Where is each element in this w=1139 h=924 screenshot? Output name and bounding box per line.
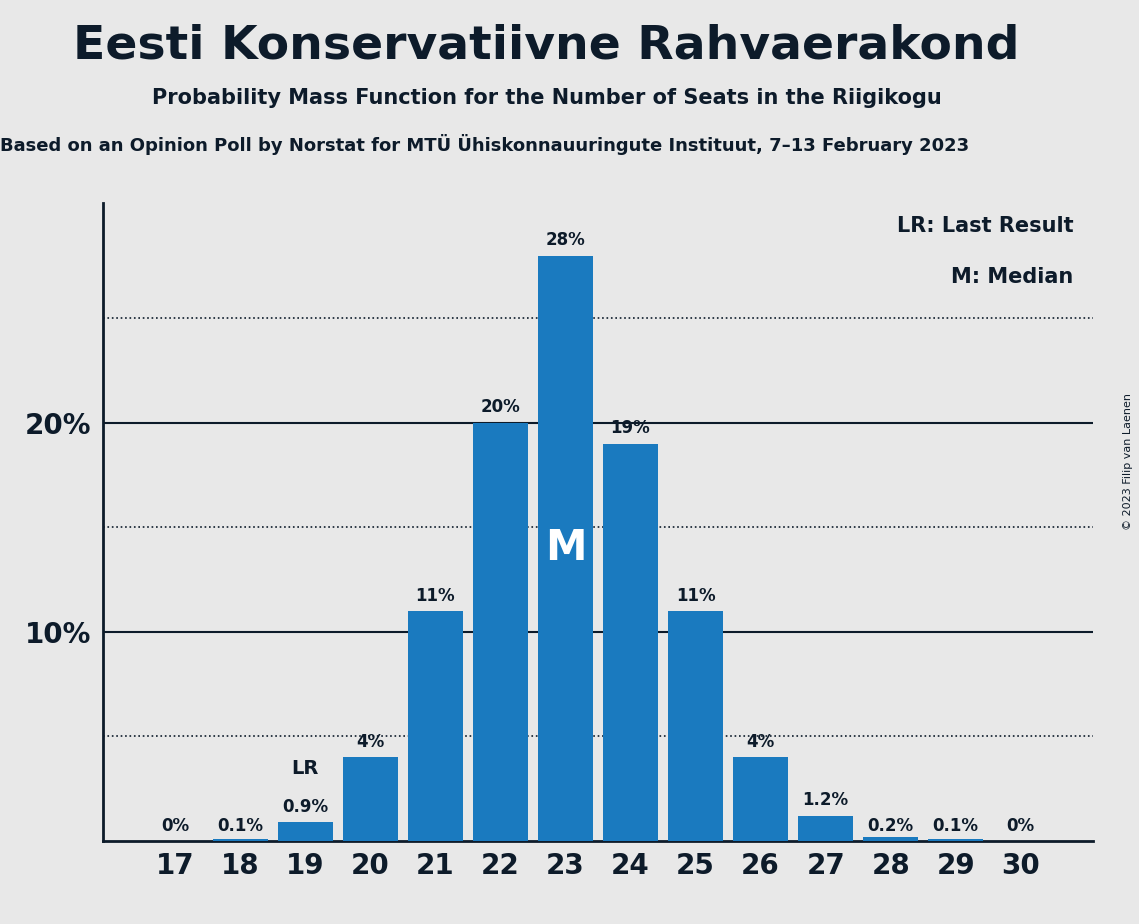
Bar [732, 758, 788, 841]
Text: 11%: 11% [416, 587, 456, 604]
Bar [343, 758, 398, 841]
Bar [408, 611, 464, 841]
Text: 0%: 0% [161, 817, 189, 834]
Text: M: Median: M: Median [951, 267, 1074, 287]
Text: M: M [544, 528, 587, 569]
Text: Eesti Konservatiivne Rahvaerakond: Eesti Konservatiivne Rahvaerakond [74, 23, 1019, 68]
Text: 0.1%: 0.1% [218, 817, 263, 834]
Bar [863, 836, 918, 841]
Text: 4%: 4% [357, 733, 385, 751]
Text: LR: Last Result: LR: Last Result [898, 216, 1074, 236]
Bar [798, 816, 853, 841]
Text: 19%: 19% [611, 419, 650, 437]
Text: 0.1%: 0.1% [933, 817, 978, 834]
Bar [928, 839, 983, 841]
Text: 28%: 28% [546, 231, 585, 249]
Text: 1.2%: 1.2% [803, 792, 849, 809]
Bar [667, 611, 723, 841]
Text: 0%: 0% [1007, 817, 1035, 834]
Text: Probability Mass Function for the Number of Seats in the Riigikogu: Probability Mass Function for the Number… [151, 88, 942, 108]
Text: LR: LR [292, 760, 319, 778]
Text: 20%: 20% [481, 398, 521, 417]
Bar [213, 839, 268, 841]
Text: Based on an Opinion Poll by Norstat for MTÜ Ühiskonnauuringute Instituut, 7–13 F: Based on an Opinion Poll by Norstat for … [0, 134, 969, 155]
Text: 0.9%: 0.9% [282, 797, 328, 816]
Bar [538, 256, 593, 841]
Bar [473, 423, 528, 841]
Bar [603, 444, 658, 841]
Text: © 2023 Filip van Laenen: © 2023 Filip van Laenen [1123, 394, 1133, 530]
Text: 11%: 11% [675, 587, 715, 604]
Text: 0.2%: 0.2% [868, 817, 913, 834]
Text: 4%: 4% [746, 733, 775, 751]
Bar [278, 822, 333, 841]
